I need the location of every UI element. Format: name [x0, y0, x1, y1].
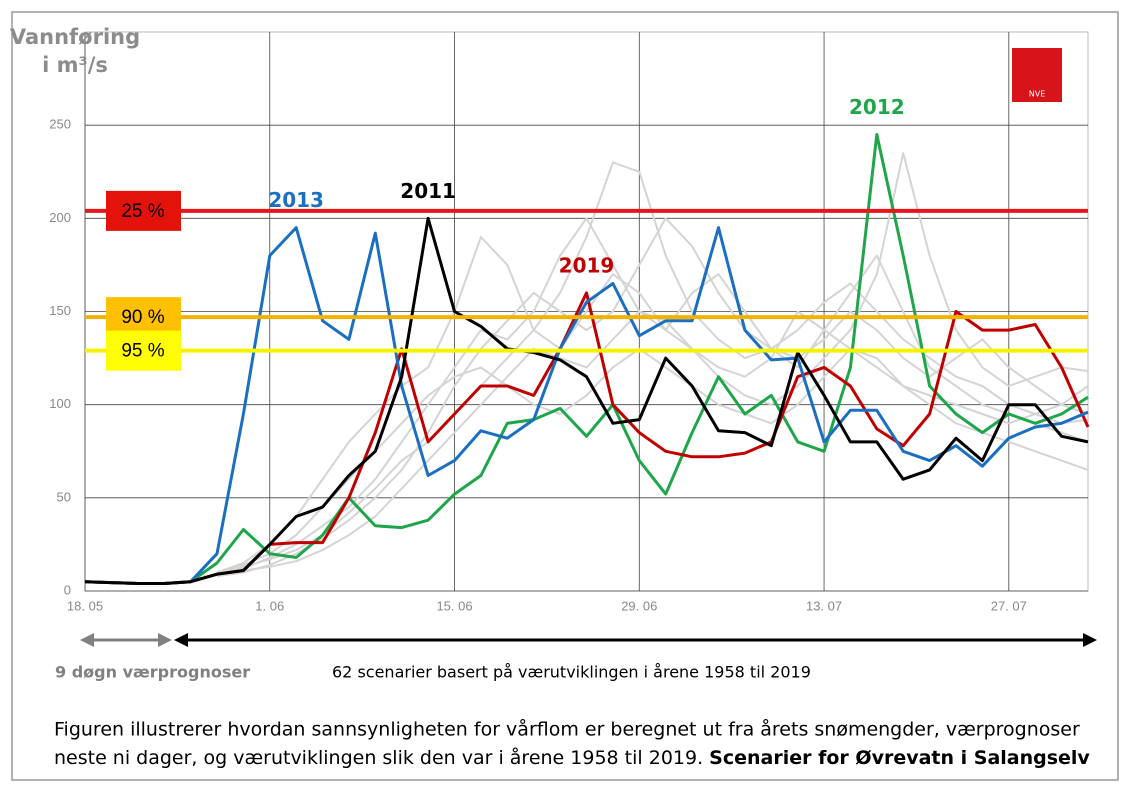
arrow-head	[80, 633, 94, 647]
y-title: Vannføring	[10, 25, 140, 49]
series-label: 2019	[559, 253, 615, 277]
threshold-box	[106, 190, 181, 231]
y-tick-label: 50	[57, 489, 71, 504]
series-line	[84, 216, 1089, 585]
caption: Figuren illustrerer hvordan sannsynlighe…	[54, 718, 1080, 741]
x-tick-label: 27. 07	[991, 598, 1027, 613]
y-tick-label: 0	[64, 582, 71, 597]
arrow-head	[158, 633, 172, 647]
caption-text: neste ni dager, og værutviklingen slik d…	[54, 746, 703, 769]
threshold-label: 25 %	[121, 201, 164, 222]
y-tick-label: 250	[49, 117, 71, 132]
series-label: 2013	[268, 188, 324, 212]
arrow-head	[174, 633, 188, 647]
scenario-line	[216, 217, 1089, 576]
y-tick-label: 200	[49, 210, 71, 225]
series-line	[84, 133, 1089, 585]
x-tick-label: 1. 06	[255, 598, 284, 613]
caption-bold: Scenarier for Øvrevatn i Salangselv	[709, 747, 1090, 769]
y-tick-label: 100	[49, 396, 71, 411]
x-tick-label: 29. 06	[621, 598, 657, 613]
plot: 0 50 100 150 200 250 18. 05 1. 06 15. 06 29. 06 13…	[49, 31, 1090, 613]
x-tick-label: 18. 05	[67, 598, 103, 613]
threshold-box	[106, 297, 181, 338]
logo	[1012, 48, 1062, 102]
series-label: 2012	[849, 95, 905, 119]
arrow-label: 9 døgn værprognoser	[55, 663, 250, 682]
threshold-label: 95 %	[121, 341, 164, 362]
arrow-label: 62 scenarier basert på værutviklingen i …	[332, 663, 811, 682]
logo-text: NVE	[1029, 90, 1046, 99]
y-title: i m³/s	[42, 53, 108, 77]
x-tick-label: 13. 07	[806, 598, 842, 613]
caption: neste ni dager, og værutviklingen slik d…	[54, 746, 1090, 769]
y-tick-label: 150	[49, 303, 71, 318]
threshold-box	[106, 330, 181, 371]
arrow-head	[1083, 633, 1097, 647]
x-tick-label: 15. 06	[436, 598, 472, 613]
threshold-label: 90 %	[121, 307, 164, 328]
series-line	[84, 226, 1089, 585]
series-label: 2011	[400, 179, 456, 203]
